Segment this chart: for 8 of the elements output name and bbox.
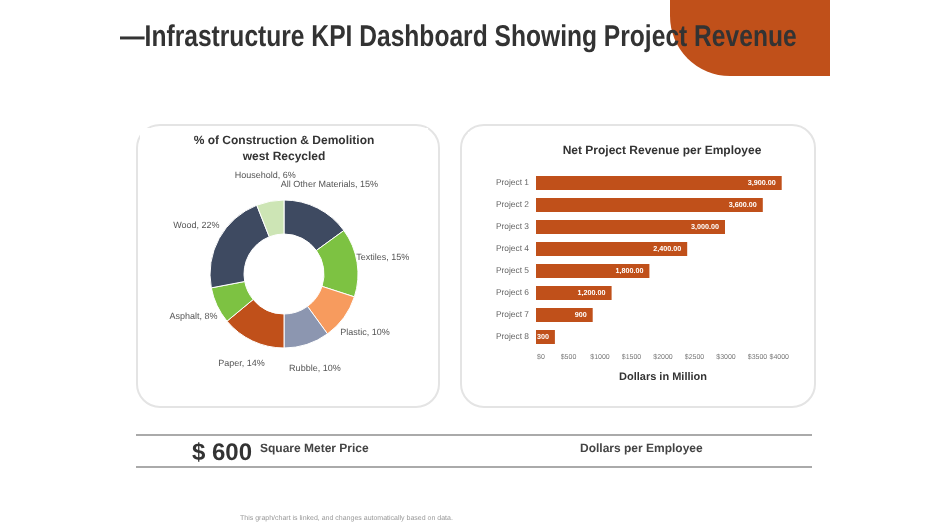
- text: $ 600: [192, 438, 253, 466]
- bar: [536, 264, 650, 278]
- bar: [536, 198, 763, 212]
- bar: [536, 220, 725, 234]
- bar: [536, 286, 612, 300]
- bar: [536, 176, 782, 190]
- bar: [536, 308, 593, 322]
- bar: [536, 242, 688, 256]
